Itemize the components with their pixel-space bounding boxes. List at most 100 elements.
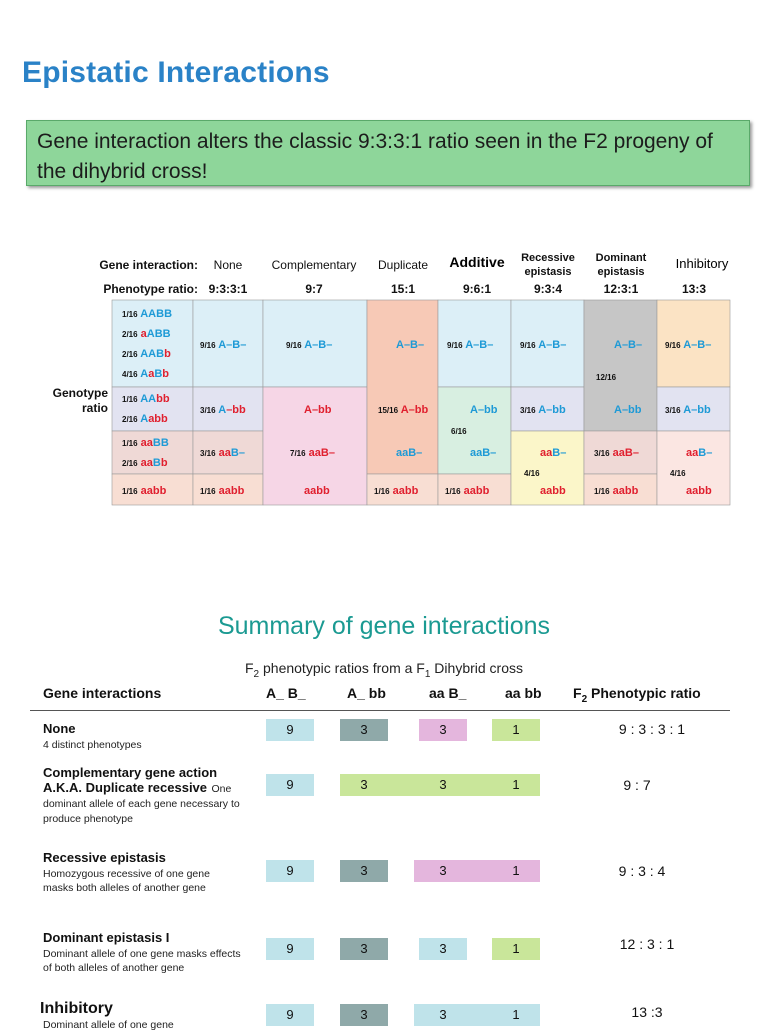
dom-cell-1 xyxy=(583,299,658,432)
genotype-label-1: Genotype xyxy=(53,386,109,400)
add-aabb: 1/16 aabb xyxy=(445,485,490,497)
rec-aab: aaB– xyxy=(540,447,566,459)
geno-block-4 xyxy=(111,473,194,506)
geno-4: 4/16 AaBb xyxy=(122,368,169,380)
inh-aab: aaB– xyxy=(686,447,712,459)
dom-aab: 3/16 aaB– xyxy=(594,447,639,459)
add-aab: aaB– xyxy=(470,447,496,459)
add-cell-3 xyxy=(437,473,512,506)
row-compl-aabb-value: 1 xyxy=(512,777,520,792)
inh-cell-1 xyxy=(656,299,731,388)
row-dom-ratio: 12 : 3 : 1 xyxy=(619,936,675,952)
compl-abb: A–bb xyxy=(304,404,332,416)
col-complementary-header: Complementary xyxy=(272,258,357,272)
row-compl-ratio: 9 : 7 xyxy=(623,777,651,793)
header-aa-b: aa B_ xyxy=(429,685,467,701)
row-none-aabb-box: 1 xyxy=(492,719,540,741)
row-none-title: None xyxy=(43,721,76,736)
row-inh-merged-box xyxy=(414,1004,540,1026)
row-compl-aab-value: 3 xyxy=(439,777,447,792)
geno-7: 1/16 aaBB xyxy=(122,437,169,449)
dom-frac: 12/16 xyxy=(596,373,617,382)
header-gene-interactions: Gene interactions xyxy=(43,685,162,701)
geno-block-1 xyxy=(111,299,194,388)
ratio-none: 9:3:3:1 xyxy=(209,282,248,296)
add-cell-2 xyxy=(437,386,512,475)
row-rec-ab-box: 9 xyxy=(266,860,314,882)
geno-block-2 xyxy=(111,386,194,432)
none-abb: 3/16 A–bb xyxy=(200,404,246,416)
inh-abb: 3/16 A–bb xyxy=(665,404,711,416)
inh-aabb: aabb xyxy=(686,485,712,497)
none-cell-2 xyxy=(192,386,264,432)
row-inh-aab-value: 3 xyxy=(439,1007,447,1022)
ratio-complementary: 9:7 xyxy=(305,282,323,296)
inh-cell-3 xyxy=(656,430,731,506)
row-inh-title: Inhibitory xyxy=(40,1000,113,1017)
header-a-bb: A_ bb xyxy=(347,685,386,701)
row-inh-ab-box: 9 xyxy=(266,1004,314,1026)
epistasis-figure: Gene interaction: None Complementary Dup… xyxy=(53,252,731,506)
compl-cell-2 xyxy=(262,386,368,506)
geno-5: 1/16 AAbb xyxy=(122,393,170,405)
geno-2: 2/16 aABB xyxy=(122,328,171,340)
compl-aab: 7/16 aaB– xyxy=(290,447,335,459)
dom-cell-3 xyxy=(583,473,658,506)
dom-ab: A–B– xyxy=(614,339,642,351)
row-none-aab-box: 3 xyxy=(419,719,467,741)
geno-3: 2/16 AABb xyxy=(122,348,171,360)
rec-abb: 3/16 A–bb xyxy=(520,404,566,416)
dom-cell-2 xyxy=(583,430,658,475)
col-additive-header: Additive xyxy=(449,254,504,270)
row-compl-title: Complementary gene action xyxy=(43,765,218,780)
intro-callout: Gene interaction alters the classic 9:3:… xyxy=(26,120,750,186)
geno-8: 2/16 aaBb xyxy=(122,457,168,469)
row-inh-ratio: 13 :3 xyxy=(631,1004,663,1020)
geno-block-3 xyxy=(111,430,194,475)
rec-cell-1 xyxy=(510,299,585,388)
row-none-abb-box: 3 xyxy=(340,719,388,741)
dup-aabb: 1/16 aabb xyxy=(374,485,419,497)
row-rec-desc: Homozygous recessive of one gene masks b… xyxy=(43,868,210,894)
geno-9: 1/16 aabb xyxy=(122,485,167,497)
row-compl-text: A.K.A. Duplicate recessive One dominant … xyxy=(43,780,240,826)
page-title: Epistatic Interactions xyxy=(22,56,330,89)
add-ab: 9/16 A–B– xyxy=(447,339,493,351)
row-dom-abb-box: 3 xyxy=(340,938,388,960)
dup-cell-2 xyxy=(366,473,439,506)
row-none-desc: 4 distinct phenotypes xyxy=(43,739,142,751)
header-aa-bb: aa bb xyxy=(505,685,542,701)
rec-ab: 9/16 A–B– xyxy=(520,339,566,351)
add-frac: 6/16 xyxy=(451,427,467,436)
ratio-additive: 9:6:1 xyxy=(463,282,491,296)
geno-1: 1/16 AABB xyxy=(122,308,172,320)
row-rec-aab-value: 3 xyxy=(439,863,447,878)
col-duplicate-header: Duplicate xyxy=(378,258,428,272)
row-dom-title: Dominant epistasis I xyxy=(43,930,170,945)
dup-abb: 15/16 A–bb xyxy=(378,404,428,416)
row-rec-ratio: 9 : 3 : 4 xyxy=(618,863,666,879)
genotype-label-2: ratio xyxy=(82,401,108,415)
header-a-b: A_ B_ xyxy=(266,685,306,701)
col-recessive-header-1: Recessive xyxy=(521,252,575,264)
col-dominant-header-1: Dominant xyxy=(596,252,647,264)
none-cell-1 xyxy=(192,299,264,388)
rec-frac: 4/16 xyxy=(524,469,540,478)
phenotype-ratio-label: Phenotype ratio: xyxy=(103,282,198,296)
none-aabb: 1/16 aabb xyxy=(200,485,245,497)
rec-aabb: aabb xyxy=(540,485,566,497)
dup-ab: A–B– xyxy=(396,339,424,351)
row-none-ab-box: 9 xyxy=(266,719,314,741)
row-compl-abb-value: 3 xyxy=(360,777,368,792)
row-rec-title: Recessive epistasis xyxy=(43,850,166,865)
header-divider xyxy=(30,710,730,711)
summary-title: Summary of gene interactions xyxy=(217,612,551,640)
row-rec-abb-box: 3 xyxy=(340,860,388,882)
row-dom-aab-box: 3 xyxy=(419,938,467,960)
f2-caption: F2 phenotypic ratios from a F1 Dihybrid … xyxy=(244,660,524,680)
none-aab: 3/16 aaB– xyxy=(200,447,245,459)
row-compl-merged-box xyxy=(340,774,540,796)
geno-6: 2/16 Aabb xyxy=(122,413,168,425)
row-dom-ab-box: 9 xyxy=(266,938,314,960)
ratio-recessive: 9:3:4 xyxy=(534,282,562,296)
